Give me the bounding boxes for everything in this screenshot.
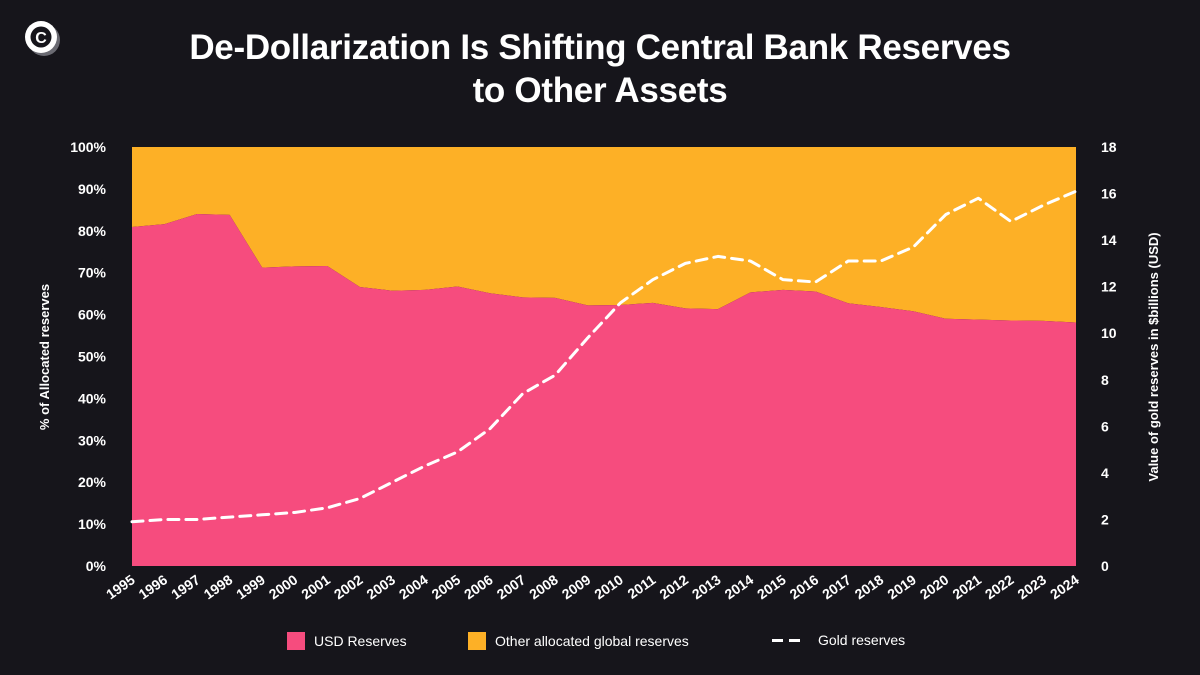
gold-line-layer [130,189,1078,524]
x-tick-label: 1997 [168,571,203,602]
x-tick-label: 2000 [266,571,301,602]
x-tick-label: 2013 [689,571,724,602]
left-tick-label: 10% [78,516,107,532]
other-swatch [468,632,486,650]
other-reserves-area [132,147,1076,323]
x-tick-label: 2007 [494,571,529,602]
x-tick-label: 2011 [624,571,658,602]
area-layer [132,147,1076,567]
x-tick-label: 2009 [559,571,594,602]
x-tick-label: 2003 [363,571,398,602]
x-tick-label: 2008 [526,571,561,602]
x-tick-label: 2015 [754,571,789,602]
usd-reserves-area [132,214,1076,567]
left-tick-label: 70% [78,265,107,281]
x-tick-label: 2018 [852,571,887,602]
x-tick-label: 2019 [884,571,919,602]
left-tick-label: 40% [78,390,107,406]
x-tick-label: 2016 [787,571,822,602]
left-axis-title: % of Allocated reserves [37,284,52,430]
legend-item-gold: Gold reserves [772,632,905,648]
right-tick-label: 8 [1101,372,1109,388]
left-tick-label: 60% [78,307,107,323]
x-tick-label: 2012 [656,571,691,602]
x-tick-label: 2024 [1047,571,1082,602]
legend-label-other: Other allocated global reserves [495,633,689,649]
chart-title-line-2: to Other Assets [472,71,728,110]
x-tick-label: 1999 [233,571,268,602]
legend-item-usd: USD Reserves [287,632,407,650]
x-axis-ticks: 1995199619971998199920002001200220032004… [103,571,1082,602]
x-tick-label: 2020 [917,571,952,602]
left-axis-ticks: 0% 10% 20% 30% 40% 50% 60% 70% 80% 90% 100% [70,139,106,574]
right-tick-label: 12 [1101,279,1117,295]
x-tick-label: 2014 [722,571,757,602]
x-tick-label: 2004 [396,571,431,602]
legend-label-gold: Gold reserves [818,632,906,648]
coin-logo-icon: C [25,21,60,56]
svg-text:C: C [35,30,47,47]
left-tick-label: 100% [70,139,106,155]
left-tick-label: 50% [78,349,107,365]
left-tick-label: 0% [86,558,107,574]
right-tick-label: 14 [1101,232,1117,248]
x-tick-label: 2010 [591,571,626,602]
right-tick-label: 10 [1101,325,1117,341]
right-tick-label: 16 [1101,186,1117,202]
left-tick-label: 20% [78,474,107,490]
x-tick-label: 1996 [136,571,171,602]
chart-title: De-Dollarization Is Shifting Central Ban… [0,26,1200,112]
left-tick-label: 80% [78,223,107,239]
legend: USD Reserves Other allocated global rese… [0,632,1200,656]
right-tick-label: 0 [1101,558,1109,574]
x-tick-label: 2001 [298,571,333,602]
x-tick-label: 2021 [949,571,984,602]
right-axis-ticks: 0 2 4 6 8 10 12 14 16 18 [1101,139,1117,574]
x-tick-label: 2005 [429,571,464,602]
x-tick-label: 1995 [103,571,138,602]
gold-dash-swatch [772,638,806,642]
x-tick-label: 2023 [1014,571,1049,602]
right-tick-label: 2 [1101,511,1109,527]
x-tick-label: 2022 [982,571,1017,602]
legend-item-other: Other allocated global reserves [468,632,689,650]
legend-label-usd: USD Reserves [314,633,407,649]
x-tick-label: 2006 [461,571,496,602]
right-tick-label: 18 [1101,139,1117,155]
x-tick-label: 1998 [201,571,236,602]
left-tick-label: 90% [78,181,107,197]
chart-title-line-1: De-Dollarization Is Shifting Central Ban… [189,28,1011,67]
usd-swatch [287,632,305,650]
x-tick-label: 2002 [331,571,366,602]
gold-reserves-line [130,189,1078,524]
right-tick-label: 6 [1101,418,1109,434]
right-tick-label: 4 [1101,465,1109,481]
x-tick-label: 2017 [819,571,854,602]
left-tick-label: 30% [78,432,107,448]
right-axis-title: Value of gold reserves in $billions (USD… [1146,232,1161,481]
